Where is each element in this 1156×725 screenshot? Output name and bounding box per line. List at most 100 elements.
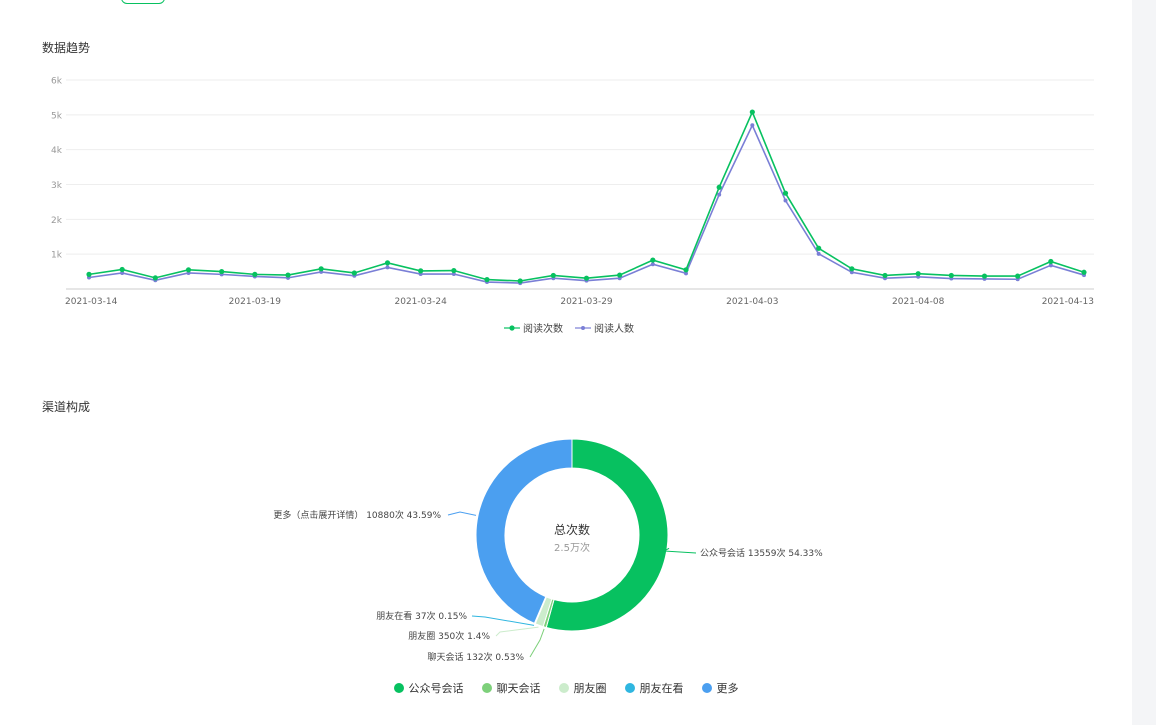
data-point-0 xyxy=(1048,258,1054,265)
analytics-card: 数据趋势 1k 2k 3k 4k 5k 6k 2021-03-14 2021-03-19 202… xyxy=(0,0,1132,725)
trend-legend: 阅读次数 阅读人数 xyxy=(504,320,646,335)
legend-label-readers: 阅读人数 xyxy=(594,324,634,335)
data-point-0 xyxy=(252,271,258,277)
data-point-0 xyxy=(418,268,424,274)
data-point-0 xyxy=(749,109,755,115)
trend-line-chart: 1k 2k 3k 4k 5k 6k 2021-03-14 2021-03-19 2021-03-… xyxy=(51,77,1094,307)
legend-label-friends-watching: 朋友在看 xyxy=(639,682,684,695)
slice-label: 朋友在看 37次 0.15% xyxy=(376,610,467,622)
data-point-0 xyxy=(185,267,192,273)
data-point-0 xyxy=(816,245,822,251)
legend-dot-chat xyxy=(481,683,492,693)
slice-label: 公众号会话 13559次 54.33% xyxy=(700,547,823,559)
slice-label-leader xyxy=(471,615,535,626)
legend-label-chat: 聊天会话 xyxy=(496,682,541,695)
data-point-0 xyxy=(915,271,921,277)
data-point-1 xyxy=(717,192,722,197)
legend-dot-more xyxy=(701,683,712,693)
x-tick-label: 2021-03-14 xyxy=(65,297,118,307)
legend-item-moments[interactable]: 朋友圈 xyxy=(558,680,607,696)
data-point-1 xyxy=(1048,263,1053,268)
data-point-1 xyxy=(650,262,655,267)
data-point-1 xyxy=(750,123,755,128)
y-tick-label: 4k xyxy=(51,146,63,156)
donut-center-title: 总次数 xyxy=(554,522,590,537)
data-point-1 xyxy=(816,251,821,256)
data-point-1 xyxy=(684,271,688,276)
x-tick-label: 2021-03-24 xyxy=(395,297,448,307)
data-point-0 xyxy=(119,266,125,273)
legend-marker-reads xyxy=(504,324,520,331)
donut-slice xyxy=(475,438,573,624)
data-point-0 xyxy=(782,190,789,196)
data-point-0 xyxy=(716,184,722,190)
data-point-0 xyxy=(948,272,954,279)
channel-donut-chart: 总次数 2.5万次 公众号会话 13559次 54.33% 聊天会话 132次 0.5… xyxy=(273,438,823,663)
x-tick-label: 2021-04-13 xyxy=(1042,297,1094,307)
filter-tab[interactable] xyxy=(121,0,165,4)
y-tick-label: 2k xyxy=(51,216,63,226)
legend-marker-readers xyxy=(575,325,591,330)
legend-label-moments: 朋友圈 xyxy=(573,682,607,695)
data-point-0 xyxy=(484,276,490,283)
data-point-0 xyxy=(981,273,988,279)
slice-label-leader xyxy=(495,626,539,637)
data-point-0 xyxy=(517,278,523,284)
slice-label: 朋友圈 350次 1.4% xyxy=(408,630,490,642)
data-point-0 xyxy=(351,270,357,276)
data-point-0 xyxy=(583,275,590,281)
data-point-1 xyxy=(385,265,390,270)
donut-slice xyxy=(545,438,669,632)
legend-dot-moments xyxy=(558,683,569,693)
x-tick-label: 2021-03-29 xyxy=(560,297,613,307)
series-line-1 xyxy=(88,123,1085,284)
data-point-1 xyxy=(783,198,788,203)
data-point-0 xyxy=(617,272,623,278)
data-point-0 xyxy=(650,257,656,263)
legend-item-reads[interactable]: 阅读次数 xyxy=(504,320,563,335)
data-point-1 xyxy=(849,270,854,275)
legend-label-reads: 阅读次数 xyxy=(523,324,563,335)
data-point-0 xyxy=(86,271,92,277)
series-line-0 xyxy=(88,110,1085,282)
data-point-0 xyxy=(1015,273,1021,279)
y-tick-label: 6k xyxy=(51,77,63,87)
x-tick-label: 2021-03-19 xyxy=(229,297,282,307)
slice-label-leader xyxy=(662,547,697,554)
x-tick-label: 2021-04-03 xyxy=(726,297,778,307)
y-tick-label: 1k xyxy=(51,251,63,261)
data-point-0 xyxy=(285,272,291,278)
legend-label-more: 更多 xyxy=(716,682,739,695)
donut-center-value: 2.5万次 xyxy=(554,541,590,554)
slice-label-leader xyxy=(529,628,545,658)
trend-section-title: 数据趋势 xyxy=(42,41,91,55)
y-tick-label: 3k xyxy=(51,181,63,191)
legend-dot-friends-watching xyxy=(624,683,635,693)
data-point-0 xyxy=(550,272,556,279)
data-point-0 xyxy=(882,272,888,279)
legend-item-more[interactable]: 更多 xyxy=(701,680,739,696)
data-point-1 xyxy=(451,272,456,277)
data-point-0 xyxy=(683,267,689,273)
legend-item-official-chat[interactable]: 公众号会话 xyxy=(393,680,464,696)
legend-item-readers[interactable]: 阅读人数 xyxy=(575,320,634,335)
data-point-1 xyxy=(120,270,125,275)
data-point-0 xyxy=(849,266,855,272)
legend-dot-official-chat xyxy=(393,683,404,693)
slice-label-leader xyxy=(447,511,477,516)
y-tick-label: 5k xyxy=(51,111,63,121)
legend-item-chat[interactable]: 聊天会话 xyxy=(481,680,541,696)
x-tick-label: 2021-04-08 xyxy=(892,297,945,307)
data-point-0 xyxy=(318,266,324,272)
data-point-0 xyxy=(152,275,158,281)
channel-section-title: 渠道构成 xyxy=(42,400,91,414)
data-point-0 xyxy=(451,267,457,274)
data-point-0 xyxy=(384,260,391,266)
slice-label: 聊天会话 132次 0.53% xyxy=(428,651,525,663)
slice-label: 更多（点击展开详情） 10880次 43.59% xyxy=(273,509,441,521)
legend-item-friends-watching[interactable]: 朋友在看 xyxy=(624,680,684,696)
data-point-0 xyxy=(1081,269,1087,275)
channel-legend: 公众号会话 聊天会话 朋友圈 朋友在看 更多 xyxy=(0,680,1132,696)
data-point-0 xyxy=(219,268,225,275)
legend-label-official-chat: 公众号会话 xyxy=(408,682,464,695)
